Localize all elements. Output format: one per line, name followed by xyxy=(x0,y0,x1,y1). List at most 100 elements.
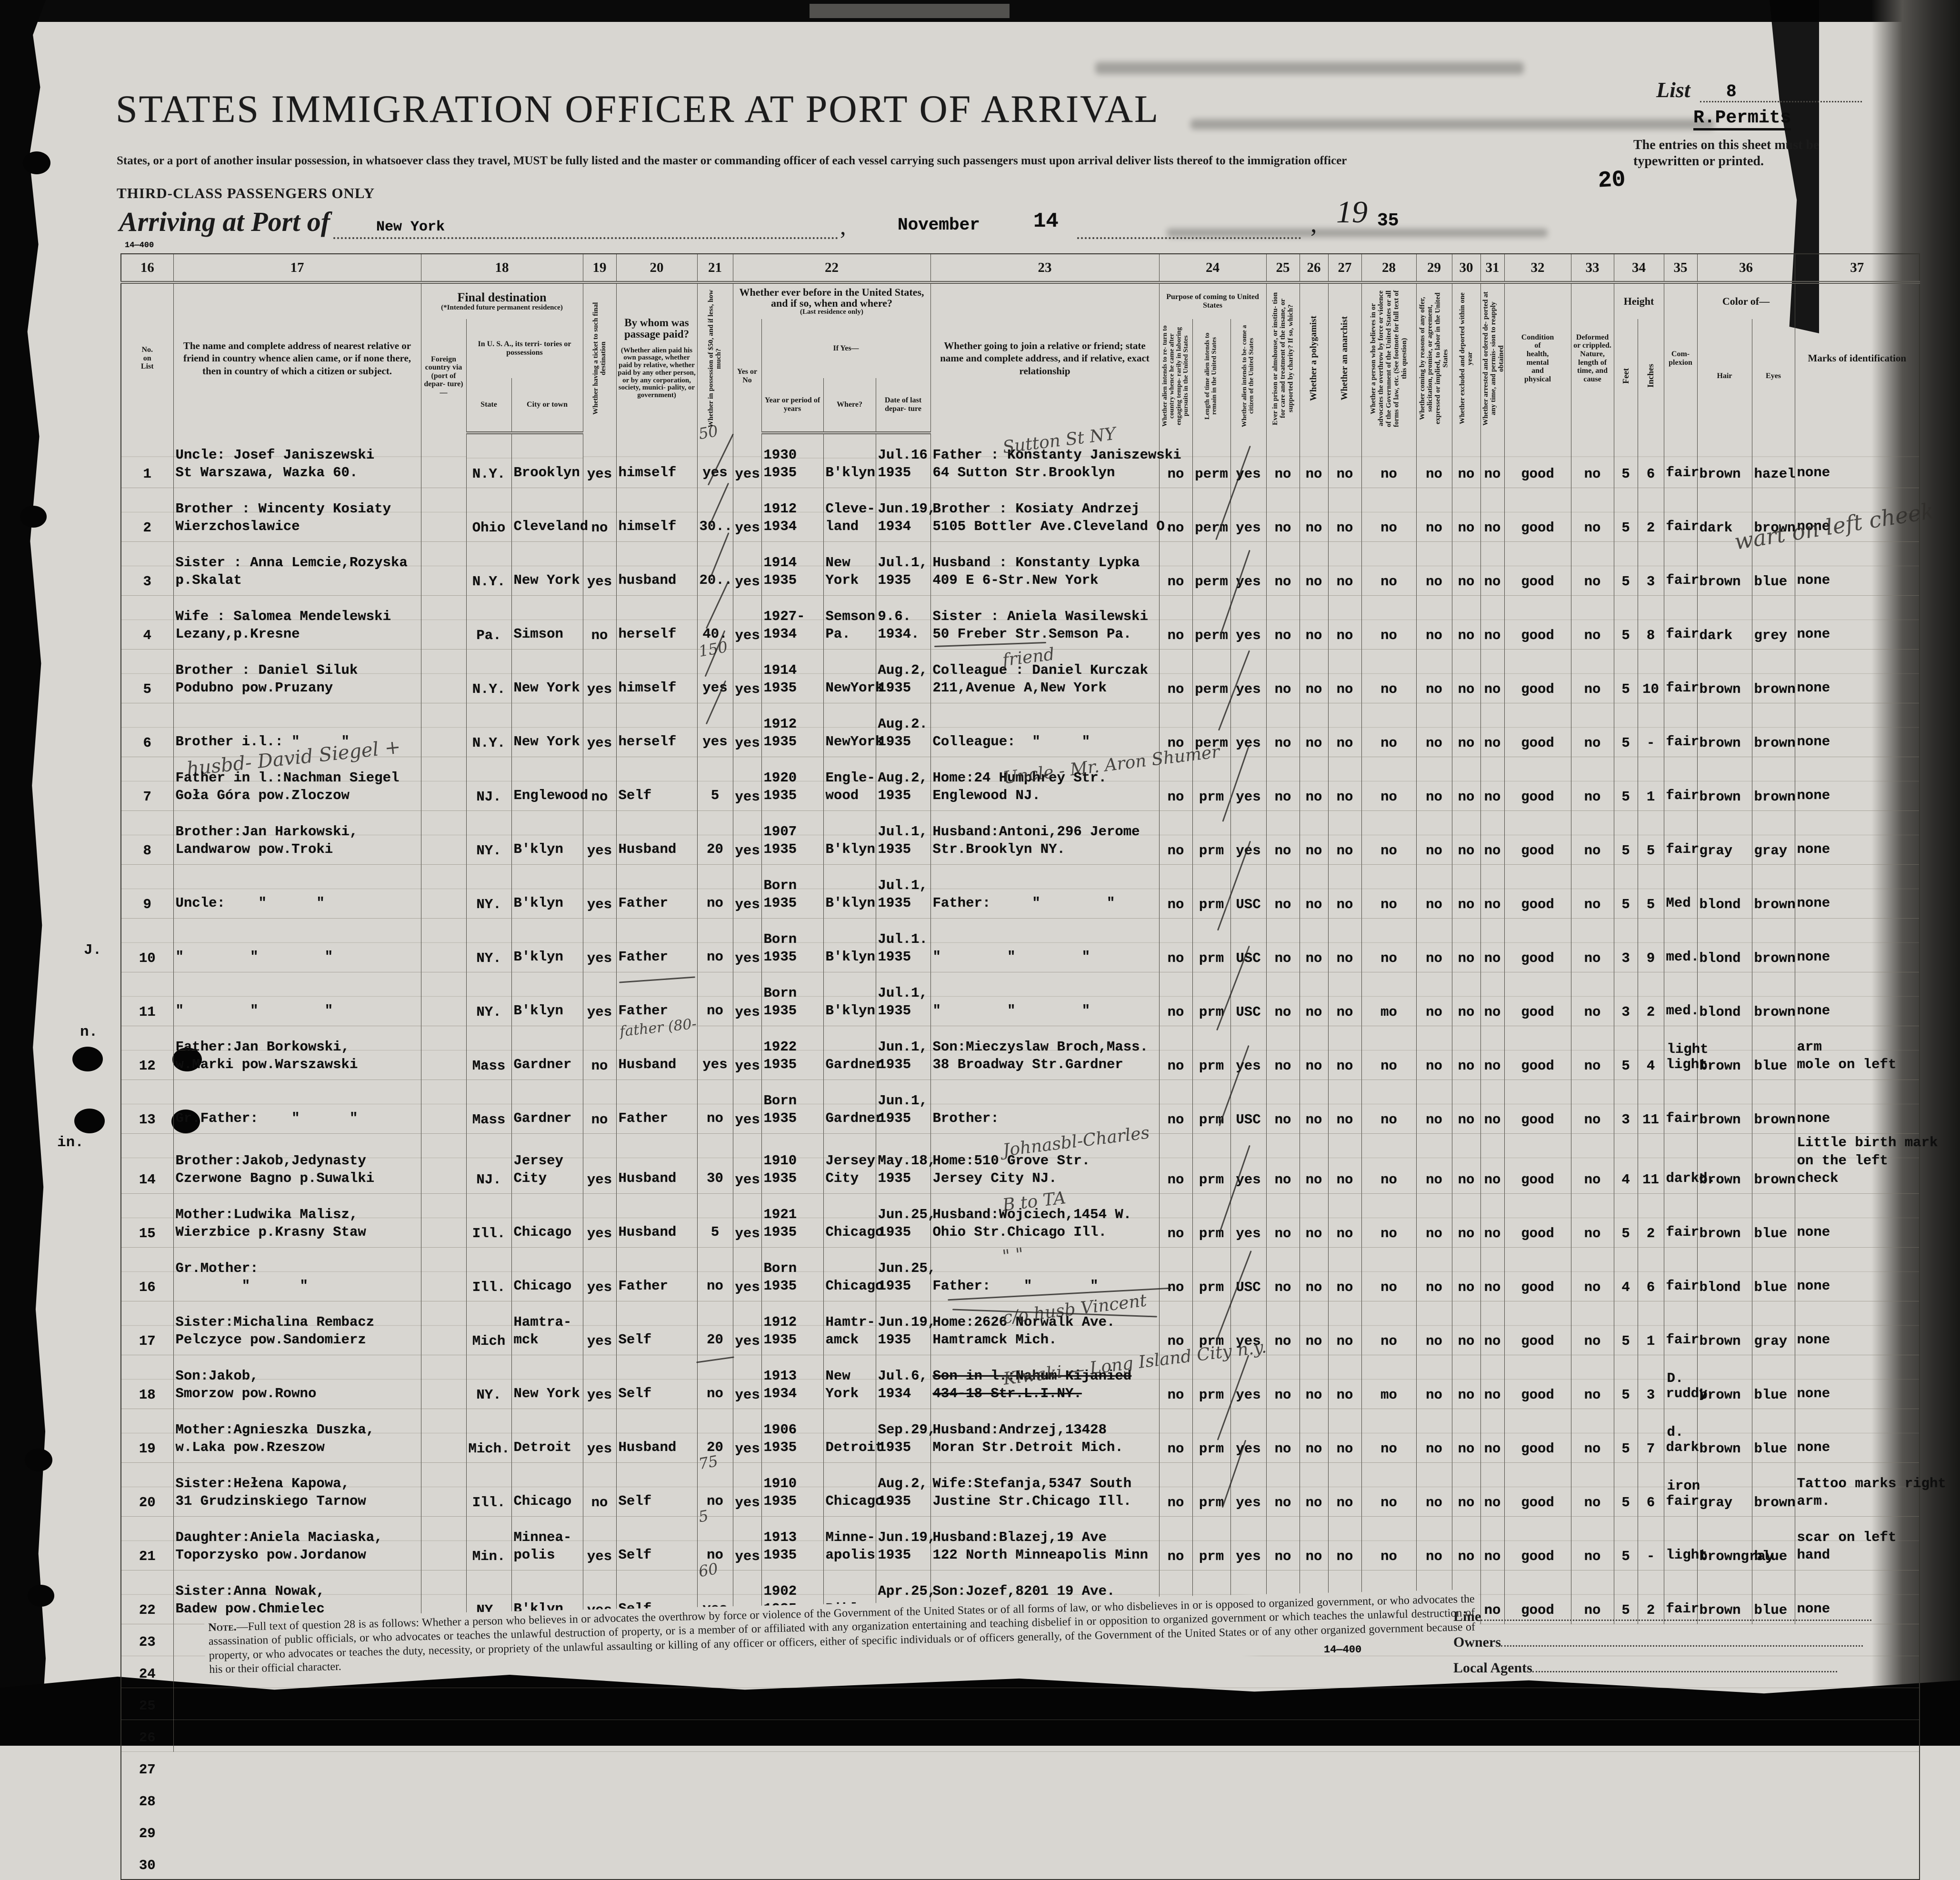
empty-row: 26 xyxy=(120,1720,1920,1752)
cell-foreign-country xyxy=(420,1301,467,1356)
cell-passage-paid: Self xyxy=(616,1462,698,1517)
manifest-row: 6 Brother i.l.: " " husbd- David Siegel … xyxy=(120,703,1920,780)
colnum-20: 20 xyxy=(616,254,698,284)
cell-length-of-stay: prm xyxy=(1192,1133,1231,1194)
cell-deformed: no xyxy=(1570,1080,1614,1134)
cell-city: B'klyn xyxy=(511,810,583,865)
cell-anarchist: no xyxy=(1328,1301,1362,1356)
cell-complexion: fair xyxy=(1663,541,1699,596)
cell-passage-paid: Husband xyxy=(616,1193,698,1248)
cell-where: B'klyn xyxy=(823,918,876,972)
cell-row-number: 9 xyxy=(120,864,174,919)
cell-state: Pa. xyxy=(466,595,512,650)
cell-passage-paid: Self xyxy=(616,757,698,811)
cell-offer-to-labor: no xyxy=(1416,1026,1452,1080)
cell-excluded: no xyxy=(1451,1080,1481,1134)
cell-complexion: fair xyxy=(1663,1301,1699,1356)
cell-row-number: 6 xyxy=(120,703,174,757)
cell-feet: 4 xyxy=(1613,1247,1638,1302)
cell-length-of-stay: prm xyxy=(1192,1193,1231,1248)
cell-anarchist: no xyxy=(1328,649,1362,703)
cell-date-departure: Jun.1, 1935 xyxy=(875,1080,931,1134)
cell-excluded: no xyxy=(1451,1516,1481,1571)
cell-prison: no xyxy=(1266,703,1300,757)
cell-marks: none xyxy=(1794,1080,1920,1134)
cell-overthrow: no xyxy=(1361,488,1417,542)
cell-anarchist: no xyxy=(1328,595,1362,650)
cell-arrested: no xyxy=(1480,1462,1505,1517)
cell-intends-return: no xyxy=(1159,1133,1193,1194)
cell-deformed: no xyxy=(1570,1462,1614,1517)
cell-offer-to-labor: no xyxy=(1416,1409,1452,1463)
cell-feet: 5 xyxy=(1613,703,1638,757)
cell-foreign-country xyxy=(420,1409,467,1463)
cell-prison: no xyxy=(1266,649,1300,703)
cell-deformed: no xyxy=(1570,918,1614,972)
cell-ever-before: yes xyxy=(732,488,762,542)
colnum-19: 19 xyxy=(582,254,617,284)
cell-prison: no xyxy=(1266,864,1300,919)
cell-where: Minne-apolis xyxy=(823,1516,876,1571)
header-marks: Marks of identification xyxy=(1794,282,1920,433)
cell-anarchist: no xyxy=(1328,1462,1362,1517)
cell-offer-to-labor: no xyxy=(1416,1133,1452,1194)
manifest-row: 8 Brother:Jan Harkowski, Landwarow pow.Tr… xyxy=(120,810,1920,865)
cell-relative-name: Sister:Michalina Rembacz Pelczyce pow.San… xyxy=(173,1301,421,1356)
cell-year: 1922 1935 xyxy=(761,1026,824,1080)
joining-cell: Son in l.:Nahum Kijanied 434-18 Str.L.I.N… xyxy=(930,1337,1267,1410)
cell-city: Minnea-polis xyxy=(511,1516,583,1571)
cell-deformed: no xyxy=(1570,1026,1614,1080)
year-printed: 19 xyxy=(1336,195,1368,230)
cell-where: Gardner xyxy=(823,1080,883,1134)
cell-city: Gardner xyxy=(511,1026,583,1080)
cell-hair: blond xyxy=(1697,864,1752,919)
cell-intends-citizen: USC xyxy=(1230,918,1267,972)
cell-ever-before: yes xyxy=(732,757,762,811)
cell-marks: none xyxy=(1794,864,1920,919)
cell-hair: gray xyxy=(1697,1462,1752,1517)
cell-marks: none xyxy=(1794,1247,1920,1302)
cell-feet: 5 xyxy=(1613,541,1638,596)
cell-length-of-stay: prm xyxy=(1192,972,1231,1026)
cell-relative-name: Father:Jan Borkowski, w.Marki pow.Warszaw… xyxy=(173,1026,421,1080)
cell-foreign-country xyxy=(420,703,467,757)
cell-relative-name: " " " xyxy=(173,972,421,1026)
cell-passage-paid: Husband father (80- xyxy=(616,1016,698,1080)
cell-where: Gardner xyxy=(823,1026,883,1080)
manifest-row: 10 " " " NY. B'klyn yes Father no yes Bo… xyxy=(120,918,1920,972)
cell-deformed: no xyxy=(1570,703,1614,757)
cell-feet: 5 xyxy=(1613,1516,1638,1571)
colnum-22: 22 xyxy=(732,254,931,284)
handwriting: 75 xyxy=(697,1451,720,1473)
cell-offer-to-labor: no xyxy=(1416,1247,1452,1302)
header-if-yes: If Yes— xyxy=(761,319,931,378)
cell-ever-before: yes xyxy=(732,1247,762,1302)
cell-row-number: 8 xyxy=(120,810,174,865)
cell-polygamist: no xyxy=(1299,1247,1329,1302)
cell-marks: none xyxy=(1794,433,1920,488)
cell-state: Min. xyxy=(466,1516,512,1571)
cell-offer-to-labor: no xyxy=(1416,703,1452,757)
cell-row-number: 22 xyxy=(120,1570,174,1625)
cell-intends-citizen: yes xyxy=(1230,1026,1267,1080)
cell-arrested: no xyxy=(1480,1247,1505,1302)
cell-marks: none xyxy=(1794,488,1920,542)
cell-complexion: fair xyxy=(1663,595,1699,650)
colnum-28: 28 xyxy=(1361,254,1417,284)
header-foreign-country: Foreign country via (port of depar- ture… xyxy=(420,319,467,433)
cell-year: Born 1935 xyxy=(761,918,824,972)
cell-row-number: 29 xyxy=(139,1826,156,1842)
cell-year: 1910 1935 xyxy=(761,1133,824,1194)
cell-feet: 5 xyxy=(1613,488,1638,542)
cell-relative-name: Brother : Daniel Siluk Podubno pow.Pruzan… xyxy=(173,649,421,703)
cell-date-departure: Jun.19, 1935 xyxy=(875,1516,936,1571)
cell-money: 30 xyxy=(697,1133,733,1194)
cell-complexion: fair xyxy=(1663,810,1699,865)
header-feet: Feet xyxy=(1613,319,1638,433)
cell-health: good xyxy=(1504,703,1571,757)
cell-relative-name: " " " xyxy=(173,918,421,972)
cell-offer-to-labor: no xyxy=(1416,1193,1452,1248)
cell-feet: 5 xyxy=(1613,1193,1638,1248)
month-value: November xyxy=(898,215,980,235)
cell-offer-to-labor: no xyxy=(1416,1301,1452,1356)
